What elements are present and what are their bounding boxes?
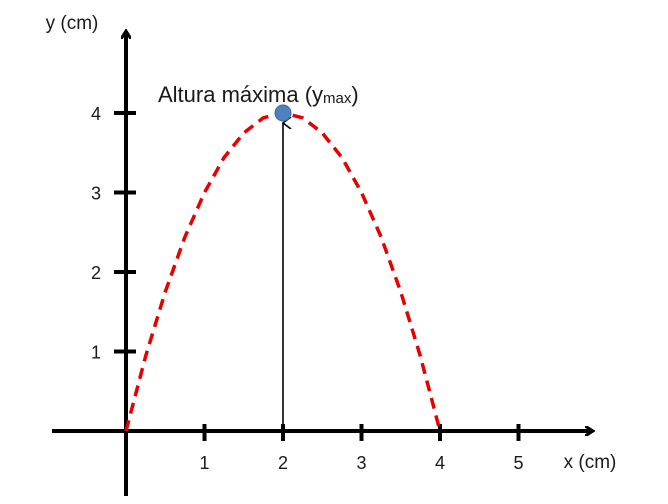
- x-tick-label: 1: [199, 453, 209, 473]
- x-axis-title: x (cm): [564, 452, 617, 473]
- annotation-close-paren: ): [351, 82, 358, 107]
- y-tick-group: 1 2 3 4: [91, 104, 136, 363]
- max-height-annotation: Altura máxima (ymax): [158, 82, 359, 107]
- y-tick-label: 2: [91, 263, 101, 283]
- max-point-marker: [274, 104, 292, 122]
- x-tick-label: 3: [356, 453, 366, 473]
- x-tick-group: 1 2 3 4 5: [199, 424, 524, 473]
- x-tick-label: 5: [513, 453, 523, 473]
- y-tick-label: 1: [91, 343, 101, 363]
- y-axis-title: y (cm): [46, 13, 99, 34]
- y-tick-label: 4: [91, 104, 101, 124]
- x-tick-label: 4: [435, 453, 445, 473]
- x-tick-label: 2: [278, 453, 288, 473]
- y-tick-label: 3: [91, 184, 101, 204]
- annotation-main-text: Altura máxima (y: [158, 82, 323, 107]
- annotation-subscript: max: [323, 90, 352, 107]
